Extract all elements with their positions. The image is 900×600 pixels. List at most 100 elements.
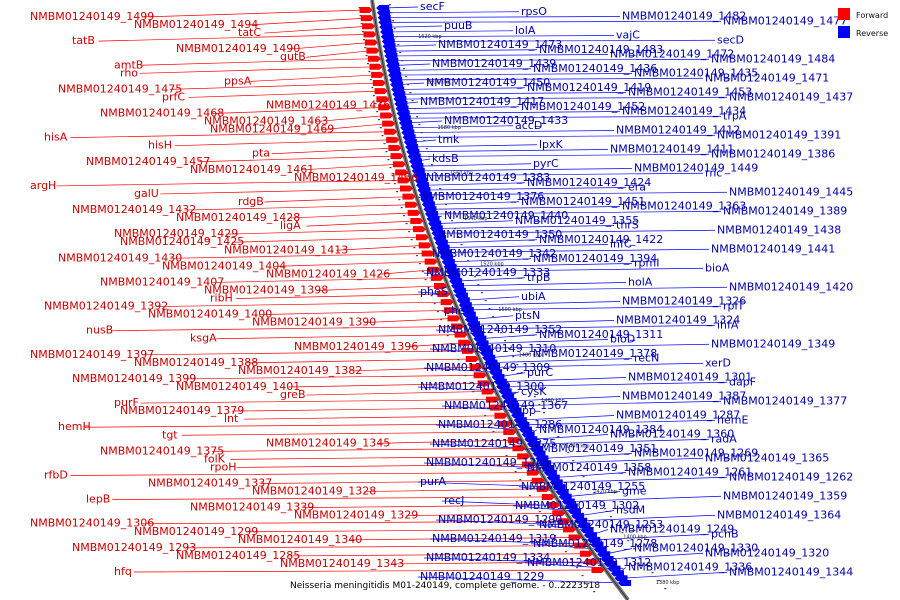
reverse-feature xyxy=(409,158,423,165)
reverse-feature xyxy=(580,527,594,534)
forward-feature xyxy=(485,396,499,403)
leader-line xyxy=(463,296,520,301)
forward-feature xyxy=(490,404,504,411)
gene-label-forward: ksgA xyxy=(190,332,217,345)
leader-line xyxy=(188,90,381,98)
gene-label-reverse: NMBM01240149_1290 xyxy=(438,513,562,526)
reverse-feature xyxy=(378,19,392,26)
leader-line xyxy=(392,58,710,62)
gene-label-reverse: era xyxy=(628,181,646,194)
leader-line xyxy=(484,343,710,349)
leader-line xyxy=(459,286,728,292)
leader-line xyxy=(542,453,633,459)
leader-line xyxy=(568,495,722,502)
reverse-feature xyxy=(511,412,525,419)
forward-feature xyxy=(507,437,521,444)
leader-line xyxy=(471,315,514,320)
dot-mark xyxy=(418,124,421,126)
dot-mark xyxy=(409,92,412,94)
dot-mark xyxy=(572,460,575,462)
dot-mark xyxy=(598,500,601,502)
leader-line xyxy=(436,225,615,229)
gene-label-reverse: NMBM01240149_1229 xyxy=(420,570,544,583)
leader-line xyxy=(212,277,437,283)
leader-line xyxy=(429,538,598,546)
leader-line xyxy=(417,481,560,488)
leader-line xyxy=(404,115,722,119)
leader-line xyxy=(394,68,532,71)
gene-label-forward: NMBM01240149_1379 xyxy=(120,404,244,417)
dot-mark xyxy=(639,556,642,558)
leader-line xyxy=(396,77,704,81)
reverse-feature xyxy=(543,469,557,476)
gene-label-reverse: NMBM01240149_1351 xyxy=(533,442,657,455)
forward-feature xyxy=(526,469,540,476)
gene-label-forward: rho xyxy=(120,66,138,79)
gene-label-reverse: trpB xyxy=(527,271,550,284)
gene-label-reverse: NMBM01240149_1484 xyxy=(711,52,835,65)
leader-line xyxy=(414,153,710,157)
leader-line xyxy=(408,130,615,133)
reverse-feature xyxy=(503,397,517,404)
gene-label-reverse: NMBM01240149_1435 xyxy=(634,67,758,80)
gene-label-reverse: lolA xyxy=(515,24,536,37)
leader-line xyxy=(264,25,369,34)
forward-feature xyxy=(407,209,421,216)
gene-label-reverse: NMBM01240149_1344 xyxy=(729,565,853,578)
gene-label-forward: rdgB xyxy=(238,195,264,208)
forward-feature xyxy=(367,55,381,62)
forward-feature xyxy=(424,258,438,265)
gene-label-forward: NMBM01240149_1293 xyxy=(72,541,196,554)
forward-feature xyxy=(437,291,451,298)
gene-label-forward: NMBM01240149_1285 xyxy=(176,549,300,562)
leader-line xyxy=(418,168,633,172)
gene-label-reverse: NMBM01240149_1309 xyxy=(426,361,550,374)
gene-label-reverse: holA xyxy=(628,276,653,289)
leader-line xyxy=(288,382,484,388)
gene-label-reverse: thrS xyxy=(616,219,639,232)
dot-mark xyxy=(543,412,546,414)
reverse-feature xyxy=(400,124,414,131)
dot-mark xyxy=(538,511,541,513)
forward-feature xyxy=(541,493,555,500)
reverse-feature xyxy=(381,38,395,45)
leader-line xyxy=(390,49,538,52)
leader-line xyxy=(393,63,431,66)
gene-label-reverse: NMBM01240149_1391 xyxy=(717,128,841,141)
leader-line xyxy=(140,58,374,66)
leader-line xyxy=(184,545,581,549)
reverse-feature xyxy=(466,321,480,328)
gene-label-reverse: NMBM01240149_1387 xyxy=(622,390,746,403)
gene-label-reverse: ptsN xyxy=(515,309,540,322)
dot-mark xyxy=(484,415,487,417)
reverse-feature xyxy=(493,378,507,385)
dot-mark xyxy=(609,516,612,518)
dot-mark xyxy=(420,132,423,134)
leader-line xyxy=(140,399,492,404)
gene-label-reverse: NMBM01240149_1482 xyxy=(622,10,746,23)
dot-mark xyxy=(501,447,504,449)
reverse-feature xyxy=(411,167,425,174)
gene-label-forward: rfbD xyxy=(44,468,68,481)
forward-feature xyxy=(366,47,380,54)
dot-mark xyxy=(664,588,667,590)
reverse-feature xyxy=(571,512,585,519)
dot-mark xyxy=(436,180,439,182)
tick-labels: 1620 kbp 1600 kbp 1580 kbp 1560 kbp 1540 kbp… xyxy=(418,34,679,586)
dot-mark xyxy=(376,111,379,113)
reverse-feature xyxy=(471,330,485,337)
gene-label-forward: NMBM01240149_1397 xyxy=(30,348,154,361)
forward-feature xyxy=(359,7,373,13)
gene-label-reverse: NMBM01240149_1319 xyxy=(432,532,556,545)
gene-label-reverse: NMBM01240149_1302 xyxy=(515,499,639,512)
leader-line xyxy=(112,496,548,500)
gene-label-reverse: NMBM01240149_1378 xyxy=(533,347,657,360)
dot-mark xyxy=(393,183,396,185)
forward-feature xyxy=(450,323,464,330)
dot-mark xyxy=(388,4,391,6)
dot-mark xyxy=(528,495,531,497)
dot-mark xyxy=(397,44,400,46)
forward-feature xyxy=(536,485,550,492)
dot-mark xyxy=(627,540,630,542)
dot-mark xyxy=(410,239,413,241)
